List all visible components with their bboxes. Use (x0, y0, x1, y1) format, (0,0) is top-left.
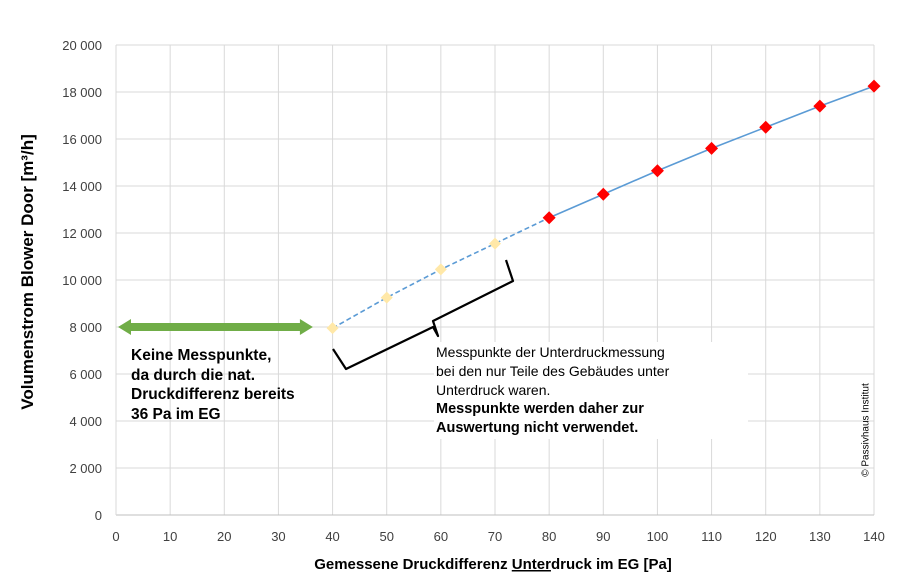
excluded-data-point (380, 291, 393, 304)
x-tick-label: 60 (434, 529, 448, 544)
x-tick-label: 110 (701, 529, 722, 544)
y-axis-title: Volumenstrom Blower Door [m³/h] (18, 134, 37, 409)
x-tick-label: 30 (271, 529, 285, 544)
x-tick-label: 20 (217, 529, 231, 544)
x-tick-label: 120 (755, 529, 777, 544)
x-tick-label: 40 (325, 529, 339, 544)
annotation-no-points-line: Keine Messpunkte, (131, 347, 272, 364)
annotation-excluded-bold-line: Messpunkte werden daher zur (436, 401, 644, 417)
data-point (596, 187, 610, 201)
data-point (813, 99, 827, 113)
data-point (705, 141, 719, 155)
y-tick-label: 12 000 (62, 226, 102, 241)
annotation-excluded-line: bei den nur Teile des Gebäudes unter (436, 363, 670, 379)
y-tick-label: 14 000 (62, 179, 102, 194)
grid (116, 44, 875, 515)
data-point (759, 120, 773, 134)
excluded-data-point (326, 322, 339, 335)
x-axis-title-part-3: druck im EG [Pa] (551, 556, 672, 573)
y-tick-label: 2 000 (69, 461, 102, 476)
annotation-excluded-line: Messpunkte der Unterdruckmessung (436, 344, 665, 360)
data-point (650, 164, 664, 178)
annotation-excluded-line: Unterdruck waren. (436, 382, 551, 398)
y-tick-label: 6 000 (69, 367, 102, 382)
copyright-notice: © Passivhaus Institut (860, 383, 872, 477)
excluded-data-point (489, 237, 501, 250)
y-tick-label: 18 000 (62, 85, 102, 100)
y-tick-labels: 0 2 000 4 000 6 000 8 000 10 000 12 000 14 000 1… (62, 38, 102, 523)
double-arrow (118, 319, 313, 335)
x-tick-label: 80 (542, 529, 556, 544)
x-tick-label: 50 (379, 529, 393, 544)
y-tick-label: 20 000 (62, 38, 102, 53)
x-axis-title: Gemessene Druckdifferenz Unterdruck im E… (314, 556, 672, 573)
y-tick-label: 10 000 (62, 273, 102, 288)
excluded-data-point (434, 263, 447, 276)
y-tick-label: 0 (95, 508, 102, 523)
annotation-excluded-bold-line: Auswertung nicht verwendet. (436, 420, 639, 436)
data-point (542, 211, 556, 225)
y-tick-label: 8 000 (69, 320, 102, 335)
excluded-brace (332, 259, 515, 371)
y-tick-label: 4 000 (69, 414, 102, 429)
x-tick-label: 90 (596, 529, 610, 544)
range-arrow (118, 319, 313, 335)
x-tick-label: 130 (809, 529, 831, 544)
annotation-no-points: Keine Messpunkte, da durch die nat. Druc… (131, 346, 331, 424)
x-tick-label: 0 (112, 529, 119, 544)
annotation-no-points-line: 36 Pa im EG (131, 405, 221, 423)
y-tick-label: 16 000 (62, 132, 102, 147)
curly-brace (332, 259, 515, 371)
x-tick-labels: 0 10 20 30 40 50 60 70 80 90 100 110 120 130 140 (112, 529, 884, 544)
x-tick-label: 140 (863, 529, 885, 544)
data-markers (326, 79, 881, 335)
x-axis-title-part-1: Gemessene Druckdifferenz (314, 556, 512, 573)
data-point (867, 79, 881, 93)
axes (115, 45, 874, 516)
annotation-no-points-line: Druckdifferenz bereits (131, 386, 295, 403)
annotation-excluded-points: Messpunkte der Unterdruckmessung bei den… (434, 342, 748, 439)
x-tick-label: 100 (647, 529, 669, 544)
x-tick-label: 70 (488, 529, 502, 544)
x-axis-title-part-2: Unter (512, 556, 551, 573)
annotation-no-points-line: da durch die nat. (131, 366, 256, 384)
x-tick-label: 10 (163, 529, 177, 544)
